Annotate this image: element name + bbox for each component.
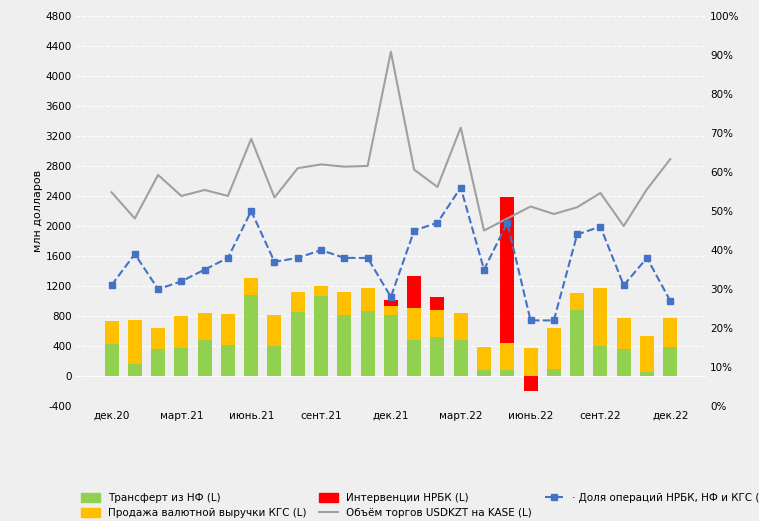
Bar — [547, 328, 561, 369]
Bar — [430, 310, 445, 337]
Bar — [547, 369, 561, 376]
Bar — [244, 295, 258, 376]
Bar — [337, 315, 351, 376]
Bar — [594, 289, 607, 346]
Bar — [384, 315, 398, 376]
Bar — [570, 293, 584, 310]
Bar — [663, 318, 677, 347]
Bar — [105, 344, 118, 376]
Bar — [524, 376, 537, 391]
Bar — [594, 346, 607, 376]
Bar — [291, 313, 305, 376]
Bar — [197, 313, 212, 340]
Bar — [407, 308, 421, 340]
Bar — [477, 370, 491, 376]
Bar — [221, 314, 235, 345]
Bar — [267, 346, 282, 376]
Bar — [640, 336, 654, 372]
Bar — [197, 340, 212, 376]
Bar — [407, 340, 421, 376]
Bar — [570, 310, 584, 376]
Bar — [175, 316, 188, 348]
Bar — [314, 296, 328, 376]
Bar — [128, 364, 142, 376]
Bar — [407, 276, 421, 308]
Legend: Трансферт из НФ (L), Продажа валютной выручки КГС (L), Интервенции НРБК (L), Объ: Трансферт из НФ (L), Продажа валютной вы… — [81, 493, 759, 518]
Bar — [105, 321, 118, 344]
Y-axis label: млн долларов: млн долларов — [33, 170, 43, 252]
Bar — [151, 349, 165, 376]
Bar — [128, 320, 142, 364]
Bar — [221, 345, 235, 376]
Bar — [663, 347, 677, 376]
Bar — [500, 197, 515, 343]
Bar — [617, 318, 631, 349]
Bar — [640, 372, 654, 376]
Bar — [500, 370, 515, 376]
Bar — [151, 328, 165, 349]
Bar — [361, 288, 375, 311]
Bar — [384, 306, 398, 315]
Bar — [430, 337, 445, 376]
Bar — [175, 348, 188, 376]
Bar — [454, 313, 468, 340]
Bar — [267, 315, 282, 346]
Bar — [361, 311, 375, 376]
Bar — [477, 347, 491, 370]
Bar — [430, 297, 445, 310]
Bar — [500, 343, 515, 370]
Bar — [314, 286, 328, 296]
Bar — [454, 340, 468, 376]
Bar — [384, 300, 398, 306]
Bar — [524, 348, 537, 376]
Bar — [617, 349, 631, 376]
Bar — [244, 278, 258, 295]
Bar — [337, 292, 351, 315]
Bar — [291, 292, 305, 313]
